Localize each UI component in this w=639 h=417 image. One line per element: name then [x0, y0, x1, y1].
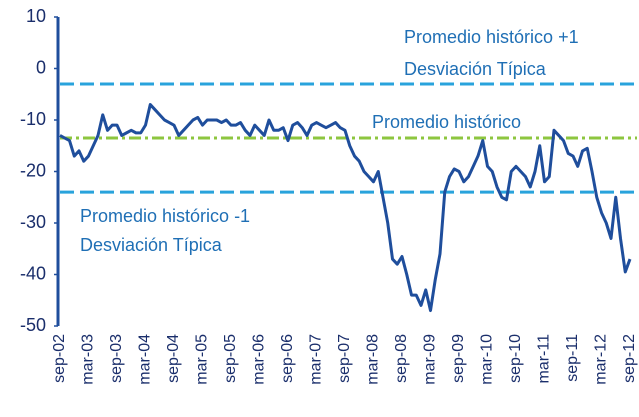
y-tick-label: 0 — [36, 57, 46, 77]
x-tick-label: sep-07 — [336, 334, 353, 383]
annotation-text: Desviación Típica — [80, 235, 223, 255]
x-tick-label: sep-05 — [222, 334, 239, 383]
x-tick-label: mar-10 — [479, 334, 496, 385]
y-tick-label: -10 — [20, 109, 46, 129]
x-tick-label: mar-11 — [536, 334, 553, 384]
x-tick-label: mar-07 — [308, 334, 325, 385]
x-tick-label: sep-12 — [621, 334, 638, 383]
x-tick-label: sep-11 — [564, 334, 581, 382]
annotation: Promedio histórico +1 Desviación Típica — [404, 27, 579, 79]
x-tick-label: mar-09 — [422, 334, 439, 385]
annotation-text: Promedio histórico — [372, 112, 521, 132]
annotation-text: Promedio histórico -1 — [80, 206, 250, 226]
x-tick-label: mar-12 — [593, 334, 610, 385]
x-tick-label: mar-05 — [194, 334, 211, 385]
annotation-text: Promedio histórico +1 — [404, 27, 579, 47]
x-tick-label: sep-04 — [165, 334, 182, 383]
x-tick-label: sep-09 — [450, 334, 467, 383]
annotation-text: Desviación Típica — [404, 59, 547, 79]
x-tick-label: sep-03 — [108, 334, 125, 383]
x-tick-label: mar-08 — [365, 334, 382, 385]
y-tick-label: -50 — [20, 315, 46, 335]
y-tick-label: -20 — [20, 160, 46, 180]
y-tick-label: 10 — [26, 6, 46, 26]
y-tick-label: -30 — [20, 212, 46, 232]
series-line — [59, 103, 632, 313]
y-tick-label: -40 — [20, 263, 46, 283]
x-tick-label: mar-06 — [251, 334, 268, 385]
x-tick-label: sep-06 — [279, 334, 296, 383]
x-tick-label: sep-10 — [507, 334, 524, 383]
x-tick-label: mar-03 — [80, 334, 97, 385]
x-tick-label: sep-02 — [51, 334, 68, 383]
x-tick-label: sep-08 — [393, 334, 410, 383]
x-tick-label: mar-04 — [137, 334, 154, 385]
